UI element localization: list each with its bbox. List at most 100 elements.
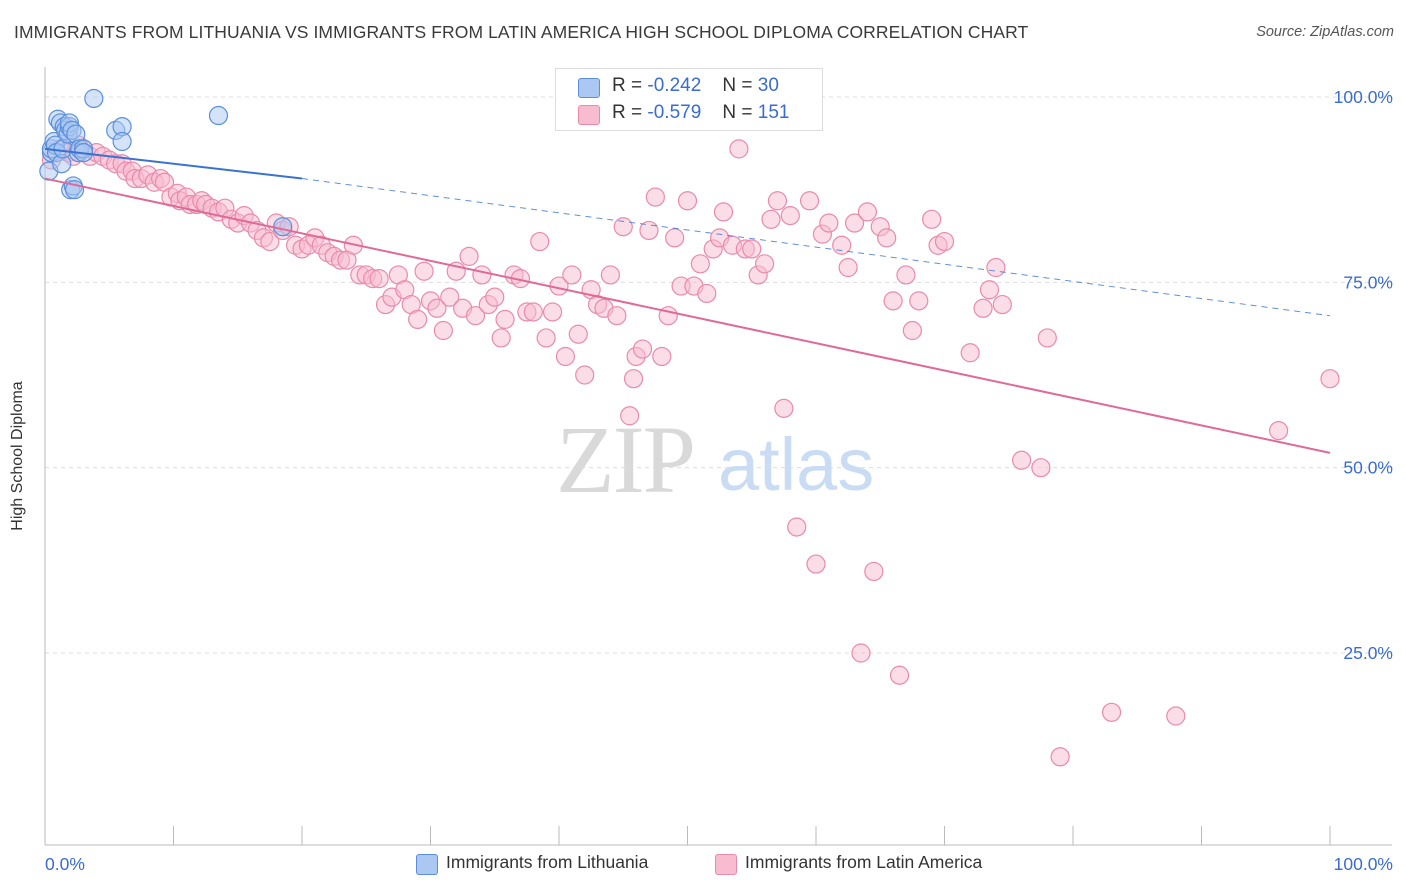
watermark: ZIP atlas (556, 406, 874, 513)
source-label: Source: ZipAtlas.com (1256, 24, 1394, 40)
latam-point (523, 302, 543, 322)
latam-point (864, 561, 884, 582)
latam-point (1011, 450, 1032, 470)
latam-point (922, 209, 942, 229)
latam-point (414, 261, 434, 281)
bottom-legend-swatch-lithuania (416, 854, 438, 875)
latam-point (440, 287, 460, 307)
latam-point (819, 213, 839, 233)
latam-point (1037, 328, 1057, 348)
lithuania-point (208, 105, 229, 126)
lithuania-trend-line (44, 147, 303, 180)
latam-point (896, 265, 916, 285)
latam-point (623, 369, 644, 389)
latam-point (690, 254, 710, 274)
y-axis-label: High School Diploma (9, 381, 26, 531)
legend-n-value: 30 (757, 75, 779, 96)
latam-point (1050, 747, 1070, 767)
bottom-legend-label-lithuania: Immigrants from Lithuania (446, 852, 649, 872)
trend-lines (44, 147, 1331, 454)
latam-point (491, 328, 511, 348)
latam-point (1320, 369, 1340, 389)
latam-point (1166, 706, 1186, 726)
legend-swatch-latam (578, 105, 600, 125)
latam-point (742, 239, 762, 259)
latam-point (877, 228, 897, 248)
latam-point (767, 191, 788, 211)
latam-point (530, 231, 550, 252)
latam-point (562, 265, 582, 285)
latam-point (465, 306, 486, 326)
latam-point (433, 320, 453, 341)
y-tick-label: 50.0% (1343, 458, 1393, 478)
y-tick-label: 25.0% (1343, 643, 1393, 663)
bottom-legend-label-latam: Immigrants from Latin America (745, 852, 983, 872)
latam-point (652, 346, 672, 367)
latam-point (774, 398, 794, 418)
x-tick-label: 0.0% (45, 854, 85, 874)
latam-point (973, 298, 993, 318)
latam-point (909, 291, 929, 311)
y-tick-labels: 100.0% 75.0% 50.0% 25.0% (1334, 87, 1393, 663)
latam-point (697, 283, 717, 304)
latam-point (1101, 702, 1122, 722)
latam-point (806, 554, 826, 574)
latam-point (1031, 458, 1051, 478)
latam-point (575, 365, 595, 385)
lithuania-point (112, 131, 132, 152)
latam-point (495, 309, 515, 329)
latam-point (883, 291, 903, 311)
latam-point (960, 343, 980, 363)
chart-title: IMMIGRANTS FROM LITHUANIA VS IMMIGRANTS … (14, 22, 1029, 42)
bottom-legend-swatch-latam (715, 854, 737, 875)
legend-r-value: -0.579 (647, 102, 702, 123)
y-tick-label: 100.0% (1334, 87, 1393, 107)
latam-point (536, 328, 556, 348)
latam-point (761, 209, 781, 229)
legend-r-label: R = (612, 75, 643, 96)
latam-point (979, 280, 1000, 300)
latam-point (857, 202, 878, 222)
latam-point (889, 665, 910, 685)
axes (44, 67, 1392, 846)
latam-point (992, 294, 1012, 315)
latam-trend-line (44, 177, 1331, 454)
latam-point (838, 257, 858, 278)
latam-point (613, 217, 633, 237)
latam-point (639, 220, 659, 241)
latam-point (780, 206, 800, 226)
latam-point (555, 346, 576, 367)
latam-point (934, 231, 955, 252)
legend-n-label: N = (722, 102, 753, 123)
lithuania-points (39, 88, 293, 237)
latam-point (600, 265, 621, 285)
x-tick-label: 100.0% (1334, 854, 1393, 874)
latam-point (754, 254, 775, 274)
grid-lines (45, 96, 1392, 654)
legend-r-value: -0.242 (647, 75, 702, 96)
latam-point (665, 228, 685, 248)
latam-point (472, 265, 492, 285)
latam-point (799, 191, 820, 211)
latam-point (844, 213, 865, 233)
latam-point (427, 298, 447, 318)
watermark-atlas: atlas (718, 423, 874, 506)
latam-point (902, 320, 922, 341)
latam-point (260, 231, 280, 252)
stats-legend: R = -0.242 N = 30 R = -0.579 N = 151 (555, 68, 823, 131)
latam-point (369, 269, 389, 289)
latam-point (851, 643, 871, 663)
latam-point (408, 309, 428, 329)
latam-point (713, 202, 734, 222)
x-tick-labels: 0.0% 100.0% (45, 854, 1393, 874)
latam-point (986, 257, 1006, 278)
y-tick-label: 75.0% (1343, 272, 1393, 292)
latam-point (607, 306, 627, 326)
latam-point (620, 406, 640, 426)
lithuania-point (273, 217, 293, 237)
latam-point (485, 287, 505, 307)
legend-swatch-lithuania (578, 78, 600, 98)
latam-point (542, 302, 563, 322)
legend-r-label: R = (612, 102, 643, 123)
